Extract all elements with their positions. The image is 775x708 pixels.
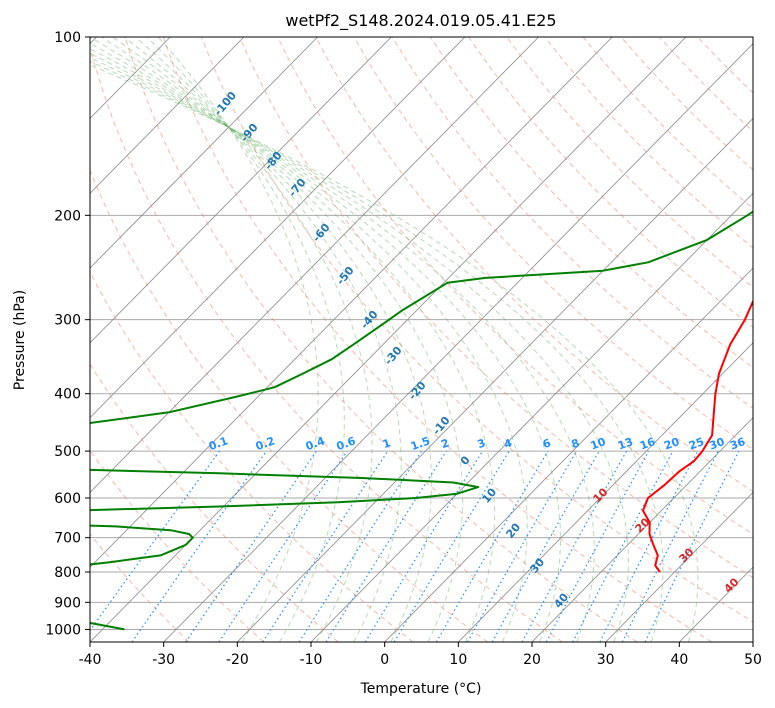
isotherm-line xyxy=(90,37,539,493)
y-tick-label: 1000 xyxy=(45,622,81,638)
mixing-ratio-label: 10 xyxy=(589,435,608,453)
mixing-ratio-label: 8 xyxy=(570,436,582,451)
moist-adiabat-line xyxy=(90,37,496,642)
mixing-ratio-line xyxy=(521,450,628,642)
y-tick-label: 500 xyxy=(54,444,81,460)
axes: -40 -30 -20 -10 0 10 20 30 40 5010020030040050060… xyxy=(45,30,762,668)
y-tick-label: 800 xyxy=(54,565,81,581)
dry-adiabat-line xyxy=(429,37,753,369)
dry-adiabat-line xyxy=(353,37,753,451)
mixing-ratio-line xyxy=(218,450,348,642)
mixing-ratio-label: 0.1 xyxy=(207,434,230,453)
mixing-ratio-label: 0.2 xyxy=(254,434,277,453)
isotherm-line xyxy=(310,192,753,642)
y-tick-label: 100 xyxy=(54,30,81,46)
y-tick-label: 700 xyxy=(54,531,81,547)
y-tick-label: 900 xyxy=(54,595,81,611)
y-tick-label: 400 xyxy=(54,387,81,403)
mixing-ratio-line xyxy=(393,450,510,642)
temperature-profile-line xyxy=(642,298,753,573)
mixing-ratio-line xyxy=(644,450,740,642)
x-tick-label: 20 xyxy=(523,652,541,668)
moist-adiabat-line xyxy=(112,37,432,642)
mixing-ratio-line xyxy=(364,450,484,642)
mixing-ratio-label: 0.6 xyxy=(335,434,358,453)
isotherm-line xyxy=(237,117,753,642)
moist-adiabat-line xyxy=(146,37,345,642)
isotherm-line xyxy=(384,267,753,642)
plot-frame xyxy=(89,36,754,643)
x-tick-label: -40 xyxy=(79,652,102,668)
mixing-ratio-label: 1 xyxy=(381,436,393,451)
dewpoint-profile-line xyxy=(90,210,753,631)
x-axis-label: Temperature (°C) xyxy=(360,681,482,697)
isotherm-line xyxy=(90,37,318,269)
moist-adiabat-line xyxy=(157,37,319,642)
moist-adiabat-line xyxy=(123,37,402,642)
moist-adiabat-line xyxy=(135,37,373,642)
mixing-ratio-label: 13 xyxy=(616,435,635,452)
dry-adiabat-line xyxy=(315,37,753,493)
y-axis-label: Pressure (hPa) xyxy=(12,290,28,390)
mixing-ratio-line xyxy=(545,450,650,642)
x-tick-label: 30 xyxy=(597,652,615,668)
moist-adiabat-line xyxy=(101,37,464,642)
mixing-ratio-label: 4 xyxy=(502,436,514,451)
mixing-ratio-label: 36 xyxy=(728,435,747,453)
isotherm-line xyxy=(90,37,613,568)
isotherm-line xyxy=(90,37,466,419)
x-tick-label: -30 xyxy=(152,652,175,668)
mixing-ratio-line xyxy=(435,450,549,642)
mixing-ratio-label: 1.5 xyxy=(409,434,432,453)
mixing-ratio-label: 16 xyxy=(638,435,657,453)
mixing-ratio-label: 20 xyxy=(662,435,681,453)
mixing-ratio-line xyxy=(325,450,447,642)
dry-adiabat-line xyxy=(124,37,638,642)
y-tick-label: 600 xyxy=(54,491,81,507)
chart-title: wetPf2_S148.2024.019.05.41.E25 xyxy=(285,11,556,31)
x-tick-label: -20 xyxy=(226,652,249,668)
y-tick-label: 300 xyxy=(54,313,81,329)
isotherm-line xyxy=(605,491,753,642)
x-tick-label: 40 xyxy=(670,652,688,668)
isotherm-line xyxy=(90,37,245,194)
mixing-ratio-line xyxy=(262,450,389,642)
y-tick-label: 200 xyxy=(54,208,81,224)
isotherm-line xyxy=(531,417,753,642)
moist-adiabat-line xyxy=(90,53,595,642)
mixing-ratio-label: 0.4 xyxy=(304,434,327,453)
dry-adiabat-line xyxy=(90,46,563,642)
x-tick-label: 0 xyxy=(380,652,389,668)
mixing-ratio-label: 3 xyxy=(476,436,488,451)
mixing-ratio-label: 2 xyxy=(439,436,451,451)
mixing-ratio-label: 25 xyxy=(687,435,706,452)
mixing-ratio-line xyxy=(298,450,423,642)
mixing-ratio-label: 30 xyxy=(708,435,727,453)
dry-adiabat-line xyxy=(468,37,753,328)
x-tick-label: -10 xyxy=(300,652,323,668)
mixing-ratio-label: 6 xyxy=(541,436,553,451)
isotherm-line xyxy=(90,37,392,344)
isotherm-line xyxy=(458,342,753,642)
x-tick-label: 10 xyxy=(449,652,467,668)
mixing-ratio-line xyxy=(185,450,317,642)
mixing-ratio-line xyxy=(621,450,719,642)
dry-adiabat-line xyxy=(90,271,414,642)
mixing-ratio-line xyxy=(131,450,267,642)
isotherm-line xyxy=(163,43,753,642)
x-tick-label: 50 xyxy=(744,652,762,668)
